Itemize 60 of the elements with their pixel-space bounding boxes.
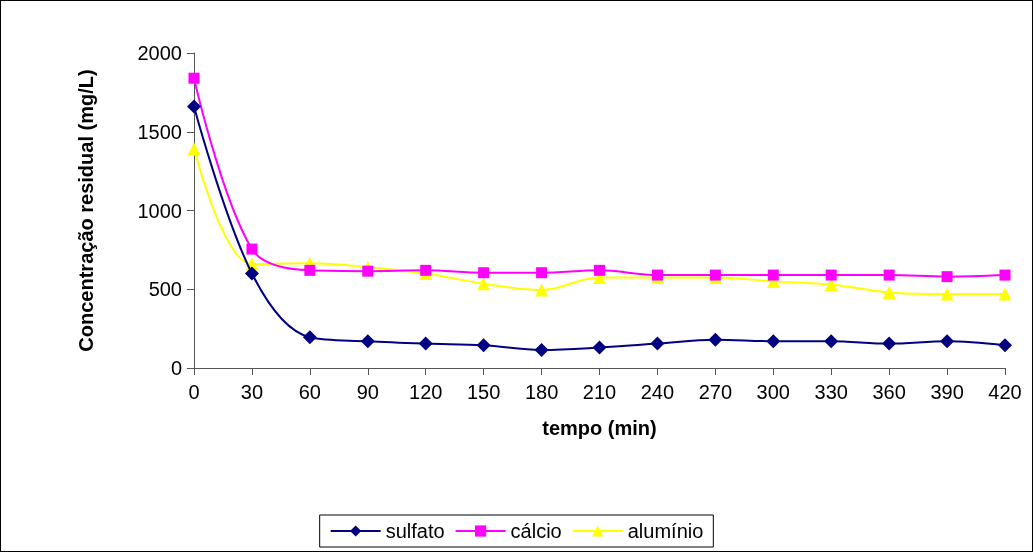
- point: [592, 340, 607, 355]
- point: [362, 265, 374, 277]
- point: [534, 342, 549, 357]
- point: [477, 277, 491, 291]
- point: [824, 334, 839, 349]
- legend-label: alumínio: [627, 520, 704, 542]
- y-tick-label: 2000: [137, 42, 182, 64]
- x-tick-label: 330: [814, 381, 848, 403]
- point: [940, 334, 955, 349]
- point: [767, 269, 779, 281]
- point: [536, 267, 548, 279]
- x-tick-label: 390: [930, 381, 964, 403]
- legend-label: sulfato: [385, 520, 445, 542]
- point: [998, 287, 1012, 301]
- y-tick-label: 1500: [137, 120, 182, 143]
- point: [708, 332, 723, 347]
- point: [883, 269, 895, 281]
- point: [882, 285, 896, 299]
- point: [476, 338, 491, 353]
- x-tick-label: 420: [988, 381, 1022, 403]
- x-tick-label: 0: [188, 381, 200, 403]
- point: [188, 72, 200, 84]
- point: [941, 271, 953, 283]
- x-tick-label: 300: [756, 381, 790, 403]
- point: [824, 278, 838, 292]
- point: [998, 338, 1012, 353]
- point: [999, 269, 1011, 281]
- x-tick-label: 240: [640, 381, 675, 403]
- point: [594, 264, 605, 276]
- point: [304, 264, 316, 276]
- legend-label: cálcio: [510, 520, 562, 542]
- x-tick-label: 60: [298, 381, 321, 403]
- point: [246, 243, 258, 255]
- point: [360, 334, 375, 349]
- point: [418, 336, 433, 351]
- y-tick-label: 1000: [137, 199, 182, 222]
- x-tick-label: 30: [240, 381, 264, 403]
- x-tick-label: 150: [466, 381, 501, 403]
- point: [766, 334, 781, 349]
- y-axis-title: Concentração residual (mg/L): [75, 69, 97, 352]
- x-tick-label: 210: [582, 381, 617, 403]
- point: [478, 267, 490, 279]
- x-tick-label: 360: [872, 381, 906, 403]
- point: [535, 283, 549, 297]
- x-tick-label: 180: [524, 381, 559, 403]
- x-axis-title: tempo (min): [542, 417, 657, 439]
- y-tick-label: 500: [148, 278, 182, 301]
- point: [244, 266, 259, 281]
- point: [882, 336, 897, 351]
- point: [187, 142, 201, 156]
- y-tick-label: 0: [170, 357, 182, 379]
- x-tick-label: 90: [356, 381, 379, 403]
- x-tick-label: 270: [698, 381, 733, 403]
- point: [187, 99, 201, 114]
- point: [420, 264, 432, 276]
- point: [825, 269, 837, 281]
- point: [302, 330, 317, 345]
- point: [940, 287, 954, 301]
- x-tick-label: 120: [409, 381, 443, 403]
- point: [650, 336, 665, 351]
